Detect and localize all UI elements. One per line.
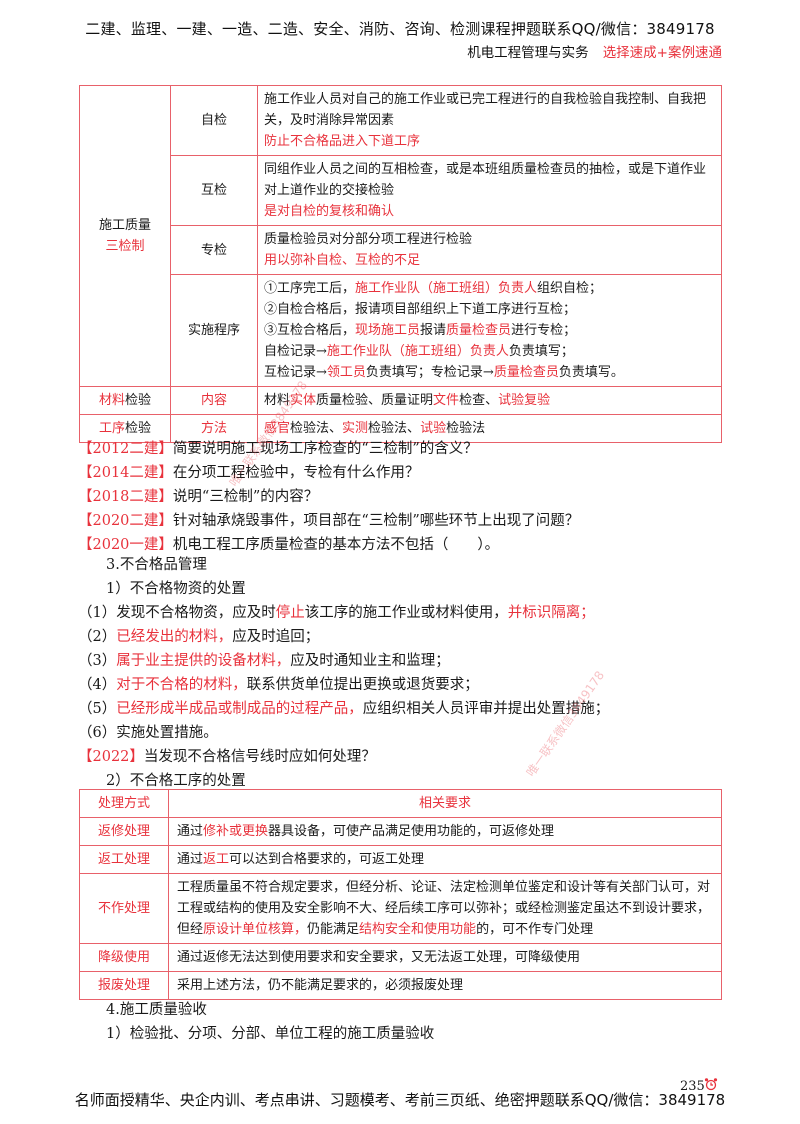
subsection-title: 1）检验批、分项、分部、单位工程的施工质量验收 bbox=[106, 1026, 435, 1042]
requirement-cell: 工程质量虽不符合规定要求，但经分析、论证、法定检测单位鉴定和设计等有关部门认可，… bbox=[168, 873, 722, 944]
note-text: 用以弥补自检、互检的不足 bbox=[264, 253, 421, 268]
method-cell: 返修处理 bbox=[79, 817, 169, 846]
row-desc: 同组作业人员之间的互相检查，或是本班组质量检查员的抽检，或是下道作业对上道作业的… bbox=[257, 155, 722, 226]
exam-question: 【2014二建】在分项工程检验中，专检有什么作用？ bbox=[78, 465, 420, 481]
table-row-material: 材料检验 内容 材料实体质量检验、质量证明文件检查、试验复验 bbox=[79, 386, 722, 415]
three-inspection-table: 施工质量 三检制 自检 施工作业人员对自己的施工作业或已完工程进行的自我检验自我… bbox=[79, 85, 722, 443]
requirement-cell: 通过修补或更换器具设备，可使产品满足使用功能的，可返修处理 bbox=[168, 817, 722, 846]
step: ②自检合格后，报请项目部组织上下道工序进行互检； bbox=[264, 302, 577, 317]
table-row: 返工处理 通过返工可以达到合格要求的，可返工处理 bbox=[79, 845, 722, 874]
list-item: （6）实施处置措施。 bbox=[78, 725, 218, 741]
step: 自检记录→施工作业队（施工班组）负责人负责填写； bbox=[264, 344, 574, 359]
note-text: 是对自检的复核和确认 bbox=[264, 204, 395, 219]
exam-question: 【2012二建】简要说明施工现场工序检查的“三检制”的含义？ bbox=[78, 441, 478, 457]
table-row: 互检 同组作业人员之间的互相检查，或是本班组质量检查员的抽检，或是下道作业对上道… bbox=[80, 155, 722, 226]
header-cell: 相关要求 bbox=[168, 789, 722, 818]
row-desc: 质量检验员对分部分项工程进行检验 用以弥补自检、互检的不足 bbox=[257, 225, 722, 275]
subsection-title: 2）不合格工序的处置 bbox=[106, 773, 246, 789]
group-label-cell: 施工质量 三检制 bbox=[79, 85, 171, 387]
method-cell: 降级使用 bbox=[79, 943, 169, 972]
row-name: 自检 bbox=[170, 85, 258, 156]
footer-promo: 名师面授精华、央企内训、考点串讲、习题模考、考前三页纸、绝密押题联系QQ/微信：… bbox=[74, 1091, 726, 1109]
nonconforming-process-table: 处理方式 相关要求 返修处理 通过修补或更换器具设备，可使产品满足使用功能的，可… bbox=[79, 789, 722, 1000]
exam-question: 【2020一建】机电工程工序质量检查的基本方法不包括（ ）。 bbox=[78, 537, 500, 553]
header-cell: 处理方式 bbox=[79, 789, 169, 818]
desc-text: 质量检验员对分部分项工程进行检验 bbox=[264, 232, 473, 247]
watermark: 唯一联系微信3849178 bbox=[523, 668, 608, 780]
desc-text: 同组作业人员之间的互相检查，或是本班组质量检查员的抽检，或是下道作业对上道作业的… bbox=[264, 162, 707, 198]
row-name: 实施程序 bbox=[170, 274, 258, 387]
row-name: 专检 bbox=[170, 225, 258, 275]
material-content: 材料实体质量检验、质量证明文件检查、试验复验 bbox=[257, 386, 722, 415]
method-cell: 不作处理 bbox=[79, 873, 169, 944]
procedure-steps: ①工序完工后，施工作业队（施工班组）负责人组织自检； ②自检合格后，报请项目部组… bbox=[257, 274, 722, 387]
exam-question: 【2022】当发现不合格信号线时应如何处理？ bbox=[78, 749, 376, 765]
desc-text: 施工作业人员对自己的施工作业或已完工程进行的自我检验自我控制、自我把关，及时消除… bbox=[264, 92, 707, 128]
table-row: 降级使用 通过返修无法达到使用要求和安全要求，又无法返工处理，可降级使用 bbox=[79, 943, 722, 972]
list-item: （4）对于不合格的材料，联系供货单位提出更换或退货要求； bbox=[78, 677, 479, 693]
method-cell: 返工处理 bbox=[79, 845, 169, 874]
method-cell: 报废处理 bbox=[79, 971, 169, 1000]
row-desc: 施工作业人员对自己的施工作业或已完工程进行的自我检验自我控制、自我把关，及时消除… bbox=[257, 85, 722, 156]
header-promo: 二建、监理、一建、一造、二造、安全、消防、咨询、检测课程押题联系QQ/微信：38… bbox=[85, 20, 715, 38]
subject-title: 机电工程管理与实务 bbox=[467, 45, 589, 61]
table-row: 返修处理 通过修补或更换器具设备，可使产品满足使用功能的，可返修处理 bbox=[79, 817, 722, 846]
row-name: 互检 bbox=[170, 155, 258, 226]
subsection-title: 1）不合格物资的处置 bbox=[106, 581, 246, 597]
material-sub: 内容 bbox=[170, 386, 258, 415]
exam-question: 【2020二建】针对轴承烧毁事件，项目部在“三检制”哪些环节上出现了问题？ bbox=[78, 513, 580, 529]
section-title: 4.施工质量验收 bbox=[106, 1002, 207, 1018]
list-item: （5）已经形成半成品或制成品的过程产品，应组织相关人员评审并提出处置措施； bbox=[78, 701, 610, 717]
material-label: 材料检验 bbox=[79, 386, 171, 415]
process-sub: 方法 bbox=[170, 414, 258, 443]
table-row-process: 工序检验 方法 感官检验法、实测检验法、试验检验法 bbox=[79, 414, 722, 443]
exam-question: 【2018二建】说明“三检制”的内容？ bbox=[78, 489, 319, 505]
header-subject-line: 机电工程管理与实务 选择速成+案例速通 bbox=[467, 41, 722, 61]
page-number: 235 bbox=[680, 1079, 705, 1094]
list-item: （2）已经发出的材料，应及时追回； bbox=[78, 629, 320, 645]
alarm-clock-icon bbox=[704, 1078, 718, 1091]
group-label-emphasis: 三检制 bbox=[105, 239, 145, 254]
subject-tag: 选择速成+案例速通 bbox=[602, 45, 722, 61]
step: ③互检合格后，现场施工员报请质量检查员进行专检； bbox=[264, 323, 577, 338]
table-header-row: 处理方式 相关要求 bbox=[79, 789, 722, 818]
list-item: （1）发现不合格物资，应及时停止该工序的施工作业或材料使用，并标识隔离； bbox=[78, 605, 595, 621]
table-row: 专检 质量检验员对分部分项工程进行检验 用以弥补自检、互检的不足 bbox=[80, 225, 722, 275]
table-row: 不作处理 工程质量虽不符合规定要求，但经分析、论证、法定检测单位鉴定和设计等有关… bbox=[79, 873, 722, 944]
step: ①工序完工后，施工作业队（施工班组）负责人组织自检； bbox=[264, 281, 603, 296]
table-row: 报废处理 采用上述方法，仍不能满足要求的，必须报废处理 bbox=[79, 971, 722, 1000]
table-row: 施工质量 三检制 自检 施工作业人员对自己的施工作业或已完工程进行的自我检验自我… bbox=[79, 85, 722, 387]
note-text: 防止不合格品进入下道工序 bbox=[264, 134, 421, 149]
process-content: 感官检验法、实测检验法、试验检验法 bbox=[257, 414, 722, 443]
list-item: （3）属于业主提供的设备材料，应及时通知业主和监理； bbox=[78, 653, 450, 669]
table-row: 实施程序 ①工序完工后，施工作业队（施工班组）负责人组织自检； ②自检合格后，报… bbox=[80, 274, 722, 387]
process-label: 工序检验 bbox=[79, 414, 171, 443]
requirement-cell: 通过返工可以达到合格要求的，可返工处理 bbox=[168, 845, 722, 874]
requirement-cell: 通过返修无法达到使用要求和安全要求，又无法返工处理，可降级使用 bbox=[168, 943, 722, 972]
step: 互检记录→领工员负责填写；专检记录→质量检查员负责填写。 bbox=[264, 365, 624, 380]
requirement-cell: 采用上述方法，仍不能满足要求的，必须报废处理 bbox=[168, 971, 722, 1000]
group-label: 施工质量 bbox=[98, 218, 151, 233]
section-title: 3.不合格品管理 bbox=[106, 557, 207, 573]
